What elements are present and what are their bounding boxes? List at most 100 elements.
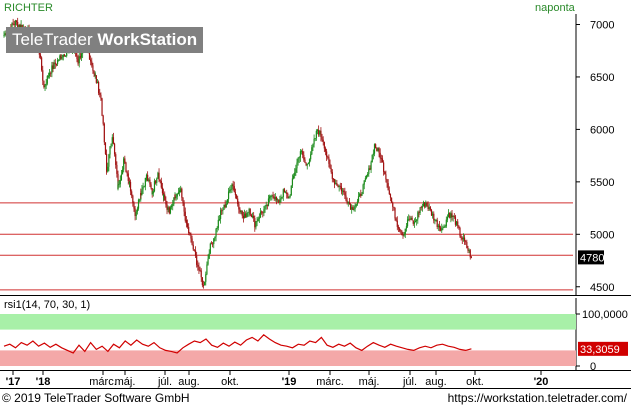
- candle: [94, 71, 96, 79]
- candle: [288, 196, 290, 199]
- price-tick-5500: 5500: [590, 177, 614, 189]
- candle: [200, 268, 202, 282]
- x-tick-label: júl.: [157, 376, 172, 388]
- candle: [63, 53, 66, 57]
- candle: [459, 226, 461, 238]
- candle: [300, 149, 303, 155]
- candle: [296, 158, 298, 173]
- candle: [376, 147, 378, 152]
- candle: [379, 148, 381, 163]
- candle: [341, 187, 344, 196]
- price-last-value-marker: 4780: [578, 250, 604, 265]
- candle: [198, 262, 200, 275]
- candle: [158, 168, 160, 183]
- candle: [389, 193, 392, 202]
- candle: [417, 210, 419, 224]
- candle: [414, 217, 417, 223]
- candle: [299, 148, 301, 162]
- candle: [375, 143, 377, 149]
- x-tick-label: '20: [534, 376, 549, 388]
- candle: [441, 223, 443, 233]
- candle: [192, 241, 194, 252]
- candle: [109, 146, 111, 159]
- candle: [354, 202, 356, 212]
- candle: [12, 18, 14, 26]
- x-tick-label: aug.: [425, 376, 446, 388]
- footer: © 2019 TeleTrader Software GmbH https://…: [0, 389, 631, 408]
- candle: [279, 195, 281, 206]
- candle: [77, 59, 79, 66]
- candle: [455, 220, 458, 227]
- x-axis: '17'18 márc.máj. júl. aug. okt. '19 márc. máj. j…: [6, 371, 549, 388]
- x-tick-label: márc.: [316, 376, 344, 388]
- candle: [233, 181, 235, 193]
- candle: [231, 183, 233, 193]
- candle: [306, 163, 308, 170]
- candle: [194, 246, 197, 259]
- candle: [332, 178, 335, 183]
- candle: [319, 130, 321, 137]
- candle: [237, 195, 239, 207]
- candle: [381, 155, 384, 163]
- candle: [206, 261, 208, 276]
- candle: [286, 189, 288, 199]
- candle: [425, 200, 427, 208]
- candle: [58, 59, 60, 62]
- candle: [402, 231, 404, 239]
- candle: [275, 196, 278, 205]
- footer-url[interactable]: https://workstation.teletrader.com/: [447, 391, 627, 405]
- candle: [323, 141, 325, 153]
- candle: [396, 216, 398, 231]
- candle: [421, 203, 423, 212]
- candle: [246, 210, 248, 218]
- candle: [174, 194, 176, 201]
- candle: [274, 193, 276, 202]
- candle: [336, 180, 338, 186]
- candle: [189, 231, 191, 236]
- x-tick-label: aug.: [178, 376, 199, 388]
- candle: [93, 70, 95, 77]
- candle: [53, 59, 55, 70]
- rsi-overbought-zone: [0, 314, 576, 330]
- candle: [188, 223, 190, 236]
- candle: [175, 193, 177, 201]
- candle: [199, 266, 201, 272]
- candle: [426, 201, 428, 207]
- candle: [248, 207, 250, 217]
- candle: [278, 199, 280, 204]
- candle: [132, 194, 134, 207]
- candle: [413, 218, 415, 228]
- candle: [118, 179, 120, 188]
- candle: [343, 188, 345, 195]
- rsi-oversold-zone: [0, 350, 576, 366]
- candle: [449, 212, 451, 219]
- candle: [136, 206, 138, 215]
- candle: [155, 179, 157, 185]
- candle: [150, 182, 152, 190]
- candle: [462, 233, 465, 242]
- candle: [147, 171, 149, 182]
- candle: [243, 209, 246, 219]
- candle: [88, 54, 91, 61]
- candle: [290, 185, 292, 196]
- candle: [51, 61, 53, 78]
- candle: [400, 229, 402, 234]
- candle: [232, 180, 234, 191]
- candle: [344, 187, 346, 200]
- candle: [224, 200, 226, 209]
- candle: [141, 184, 143, 196]
- candle: [239, 207, 241, 215]
- candle: [46, 75, 48, 86]
- candle: [249, 208, 251, 217]
- candle: [96, 79, 99, 84]
- candle: [457, 218, 459, 229]
- candle: [270, 194, 272, 201]
- candle: [4, 30, 6, 37]
- candle: [127, 170, 129, 185]
- candle: [204, 281, 206, 286]
- candle: [18, 24, 20, 28]
- candle: [310, 151, 312, 162]
- candle: [364, 175, 366, 183]
- candle: [387, 179, 389, 191]
